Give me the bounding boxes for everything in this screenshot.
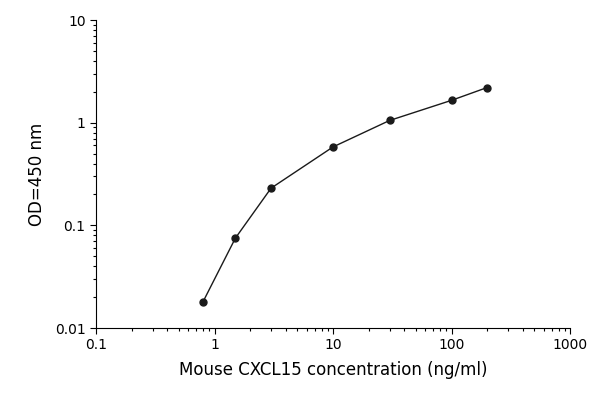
X-axis label: Mouse CXCL15 concentration (ng/ml): Mouse CXCL15 concentration (ng/ml) <box>179 361 487 379</box>
Y-axis label: OD=450 nm: OD=450 nm <box>28 122 47 226</box>
